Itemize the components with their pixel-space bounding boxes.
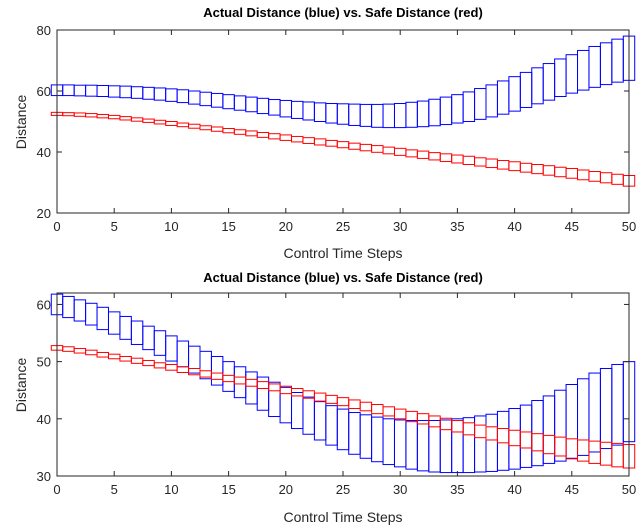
y-axis-ticks: 20 40 60 80 xyxy=(37,23,629,221)
y-tick-label: 40 xyxy=(37,145,51,160)
y-axis-label: Distance xyxy=(13,358,29,413)
x-axis-label: Control Time Steps xyxy=(283,245,402,261)
y-tick-label: 30 xyxy=(37,469,51,484)
x-tick-label: 40 xyxy=(507,219,521,234)
x-tick-label: 20 xyxy=(279,482,293,497)
x-axis-ticks: 0 5 10 15 20 25 30 35 40 45 50 xyxy=(53,293,636,497)
y-tick-label: 40 xyxy=(37,412,51,427)
x-tick-label: 10 xyxy=(164,219,178,234)
x-tick-label: 30 xyxy=(393,219,407,234)
x-tick-label: 5 xyxy=(111,219,118,234)
subplot-bottom: Actual Distance (blue) vs. Safe Distance… xyxy=(13,270,636,525)
x-tick-label: 40 xyxy=(507,482,521,497)
x-tick-label: 50 xyxy=(622,482,636,497)
chart-title: Actual Distance (blue) vs. Safe Distance… xyxy=(203,270,483,285)
x-tick-label: 35 xyxy=(450,482,464,497)
y-tick-label: 60 xyxy=(37,84,51,99)
x-tick-label: 35 xyxy=(450,219,464,234)
x-axis-label: Control Time Steps xyxy=(283,509,402,525)
chart-title: Actual Distance (blue) vs. Safe Distance… xyxy=(203,5,483,20)
x-tick-label: 25 xyxy=(336,482,350,497)
x-tick-label: 0 xyxy=(53,482,60,497)
x-tick-label: 5 xyxy=(111,482,118,497)
y-tick-label: 20 xyxy=(37,206,51,221)
x-tick-label: 50 xyxy=(622,219,636,234)
x-tick-label: 15 xyxy=(221,482,235,497)
y-axis-label: Distance xyxy=(13,95,29,150)
y-tick-label: 50 xyxy=(37,355,51,370)
subplot-top: Actual Distance (blue) vs. Safe Distance… xyxy=(13,5,636,261)
y-tick-label: 80 xyxy=(37,23,51,38)
x-tick-label: 0 xyxy=(53,219,60,234)
x-tick-label: 20 xyxy=(279,219,293,234)
x-tick-label: 10 xyxy=(164,482,178,497)
x-tick-label: 45 xyxy=(565,219,579,234)
y-tick-label: 60 xyxy=(37,297,51,312)
data-marks xyxy=(50,35,636,187)
x-tick-label: 45 xyxy=(565,482,579,497)
x-tick-label: 25 xyxy=(336,219,350,234)
x-tick-label: 15 xyxy=(221,219,235,234)
x-axis-ticks: 0 5 10 15 20 25 30 35 40 45 50 xyxy=(53,30,636,234)
y-axis-ticks: 30 40 50 60 xyxy=(37,297,629,484)
x-tick-label: 30 xyxy=(393,482,407,497)
